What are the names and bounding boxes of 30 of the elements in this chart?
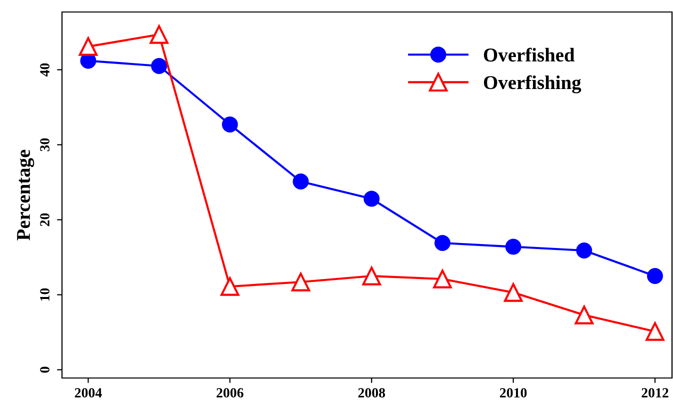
point bbox=[646, 322, 664, 341]
point bbox=[504, 283, 523, 302]
point bbox=[151, 58, 168, 74]
y-tick-label: 40 bbox=[40, 63, 50, 77]
point bbox=[362, 266, 381, 286]
x-tick-label: 2010 bbox=[500, 388, 527, 398]
x-tick-label: 2004 bbox=[74, 388, 102, 398]
point bbox=[222, 116, 238, 132]
y-axis-title: Percentage bbox=[17, 150, 34, 240]
point bbox=[574, 306, 594, 324]
point bbox=[505, 238, 522, 255]
x-tick-label: 2006 bbox=[216, 388, 244, 398]
point bbox=[291, 272, 310, 292]
legend-label: Overfished bbox=[484, 48, 575, 62]
legend-label: Overfishing bbox=[484, 75, 582, 94]
point bbox=[576, 242, 592, 258]
y-tick-label: 0 bbox=[40, 366, 50, 373]
point bbox=[150, 25, 168, 44]
point bbox=[364, 190, 380, 207]
point bbox=[78, 37, 98, 56]
point bbox=[647, 268, 663, 284]
point bbox=[434, 235, 450, 251]
y-tick-label: 30 bbox=[40, 138, 50, 152]
point bbox=[433, 270, 452, 288]
y-tick-label: 20 bbox=[40, 213, 50, 226]
point bbox=[292, 174, 309, 190]
point bbox=[220, 277, 240, 296]
x-tick-label: 2008 bbox=[358, 388, 386, 398]
x-tick-label: 2012 bbox=[642, 388, 668, 398]
y-tick-label: 10 bbox=[40, 288, 50, 301]
